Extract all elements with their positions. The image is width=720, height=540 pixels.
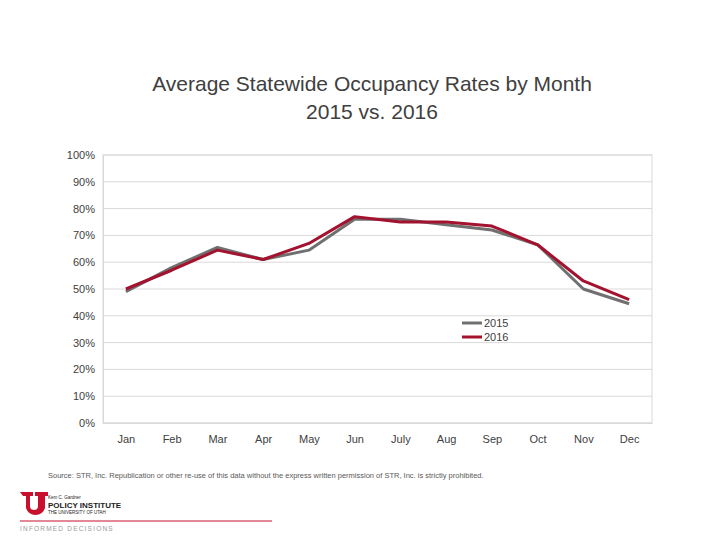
x-tick-label: Sep <box>483 433 503 445</box>
series-line <box>126 219 629 303</box>
legend-swatch <box>462 336 482 339</box>
source-note: Source: STR, Inc. Republication or other… <box>48 471 484 480</box>
y-tick: 60% <box>73 256 103 268</box>
chart: Average Statewide Occupancy Rates by Mon… <box>0 0 720 540</box>
logo: Kem C. GardnerPOLICY INSTITUTETHE UNIVER… <box>20 492 272 532</box>
x-tick-label: Feb <box>163 433 182 445</box>
x-tick-label: Jun <box>346 433 364 445</box>
x-tick: Jan <box>118 423 136 445</box>
grid-line <box>103 289 652 290</box>
x-tick: July <box>391 423 411 445</box>
y-tick: 0% <box>79 417 103 429</box>
x-tick: Feb <box>163 423 182 445</box>
y-tick-label: 50% <box>73 283 95 295</box>
y-tick: 30% <box>73 337 103 349</box>
legend-label: 2015 <box>484 317 508 329</box>
logo-text: Kem C. Gardner <box>48 495 81 500</box>
x-tick-label: Nov <box>574 433 594 445</box>
y-tick-label: 70% <box>73 229 95 241</box>
y-tick: 10% <box>73 390 103 402</box>
x-tick: Dec <box>620 423 640 445</box>
y-tick-label: 90% <box>73 176 95 188</box>
logo-text: THE UNIVERSITY OF UTAH <box>48 510 106 515</box>
x-tick: Mar <box>208 423 227 445</box>
x-tick-label: May <box>299 433 320 445</box>
subtitle: 2015 vs. 2016 <box>306 100 438 123</box>
x-tick: Nov <box>574 423 594 445</box>
x-tick-label: Mar <box>208 433 227 445</box>
x-tick: Aug <box>437 423 457 445</box>
y-tick: 50% <box>73 283 103 295</box>
series-group <box>126 217 629 304</box>
y-tick-label: 30% <box>73 337 95 349</box>
grid-line <box>103 315 652 316</box>
footer-text: INFORMED DECISIONS <box>20 525 114 532</box>
y-tick: 20% <box>73 363 103 375</box>
y-tick-label: 10% <box>73 390 95 402</box>
grid-line <box>103 235 652 236</box>
y-axis-line <box>103 156 104 424</box>
y-tick-label: 0% <box>79 417 95 429</box>
grid <box>103 155 652 423</box>
x-tick-label: Oct <box>530 433 547 445</box>
y-tick: 70% <box>73 229 103 241</box>
y-tick: 90% <box>73 176 103 188</box>
x-tick-label: Jan <box>118 433 136 445</box>
series-line <box>126 217 629 300</box>
x-tick-label: Dec <box>620 433 640 445</box>
grid-line <box>103 181 652 182</box>
x-axis: Jan Feb Mar Apr May Jun July Aug Sep Oct Nov Dec <box>104 423 653 445</box>
x-tick-label: Aug <box>437 433 457 445</box>
title: Average Statewide Occupancy Rates by Mon… <box>152 72 592 95</box>
legend: 2015 2016 <box>462 317 508 343</box>
y-tick-label: 40% <box>73 310 95 322</box>
plot-frame <box>103 155 652 423</box>
y-axis: 0% 10% 20% 30% 40% 50% 60% 70% 80% 90% 100% <box>67 149 104 429</box>
grid-line <box>103 342 652 343</box>
logo-text: POLICY INSTITUTE <box>48 501 122 510</box>
x-tick: May <box>299 423 320 445</box>
y-tick: 40% <box>73 310 103 322</box>
grid-line <box>103 369 652 370</box>
grid-line <box>103 208 652 209</box>
legend-label: 2016 <box>484 331 508 343</box>
y-tick: 80% <box>73 203 103 215</box>
x-tick: Jun <box>346 423 364 445</box>
logo-mark <box>20 492 48 515</box>
x-tick-label: Apr <box>255 433 272 445</box>
x-tick: Sep <box>483 423 503 445</box>
y-tick-label: 20% <box>73 363 95 375</box>
y-tick-label: 100% <box>67 149 95 161</box>
y-tick-label: 80% <box>73 203 95 215</box>
legend-swatch <box>462 322 482 325</box>
y-tick-label: 60% <box>73 256 95 268</box>
grid-line <box>103 396 652 397</box>
footer-rule <box>20 521 272 522</box>
x-tick-label: July <box>391 433 411 445</box>
x-axis-line <box>104 423 653 424</box>
x-tick: Apr <box>255 423 272 445</box>
y-tick: 100% <box>67 149 103 161</box>
x-tick: Oct <box>530 423 547 445</box>
